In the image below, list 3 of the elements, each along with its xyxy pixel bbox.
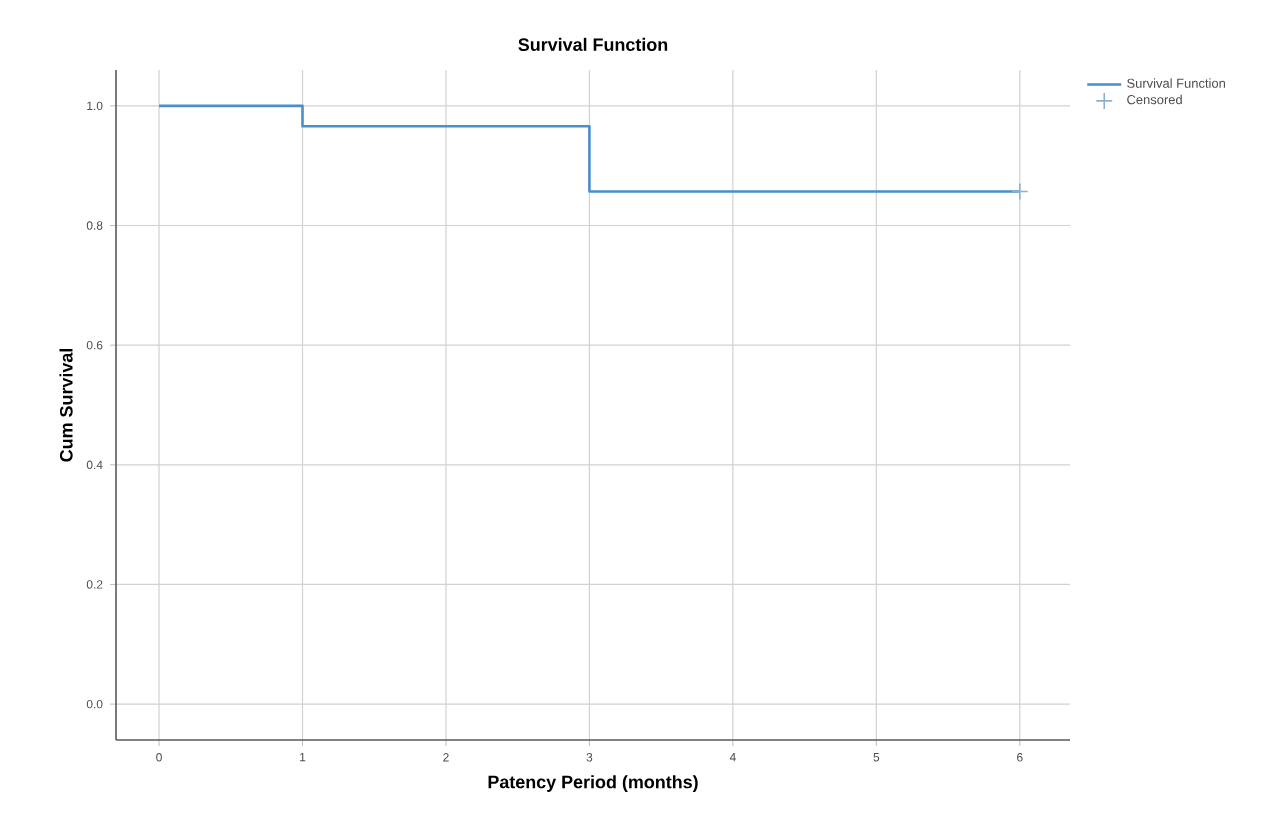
y-axis-title: Cum Survival xyxy=(59,348,73,462)
x-axis-title: Patency Period (months) xyxy=(488,775,698,792)
chart-title: Survival Function xyxy=(518,37,668,52)
